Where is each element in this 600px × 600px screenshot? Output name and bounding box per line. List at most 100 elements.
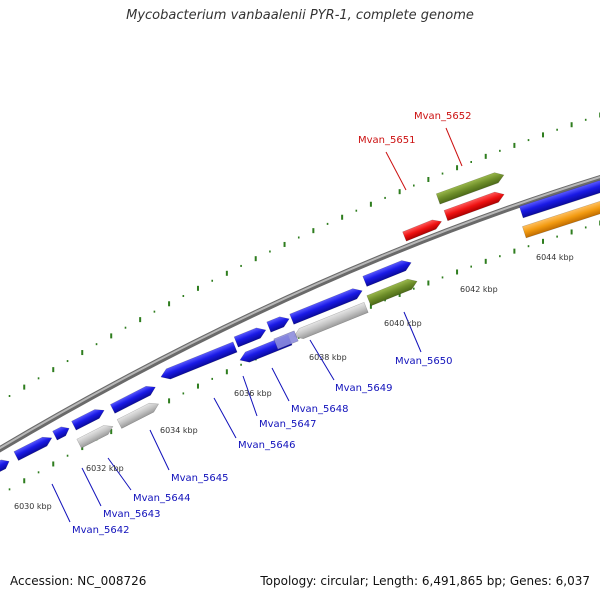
- gene-label-mvan-5647[interactable]: Mvan_5647: [259, 419, 316, 430]
- tick-mark: [542, 238, 545, 244]
- tick-mark: [556, 235, 558, 238]
- tick-mark: [37, 377, 40, 380]
- gene-mvan-5643-a[interactable]: [52, 424, 72, 441]
- tick-mark: [384, 196, 386, 199]
- tick-mark: [398, 189, 401, 195]
- tick-mark: [427, 280, 430, 286]
- gene-mvan-5651[interactable]: [402, 217, 444, 242]
- tick-mark: [153, 310, 156, 313]
- gene-mvan-5646[interactable]: [159, 341, 238, 382]
- tick-mark: [66, 454, 69, 457]
- tick-mark: [355, 209, 358, 212]
- scale-label: 6038 kbp: [309, 353, 347, 362]
- tick-mark: [570, 229, 573, 235]
- tick-mark: [37, 471, 40, 474]
- gene-mvan-5649-b[interactable]: [362, 258, 413, 287]
- scale-label: 6032 kbp: [86, 464, 124, 473]
- genome-backbone-highlight: [0, 176, 600, 450]
- tick-mark: [470, 265, 472, 268]
- label-leader-line: [149, 429, 170, 471]
- gene-mvan-5652[interactable]: [443, 189, 506, 222]
- tick-mark: [95, 343, 98, 346]
- tick-mark: [110, 333, 113, 339]
- gene-label-mvan-5643[interactable]: Mvan_5643: [103, 509, 160, 520]
- tick-mark: [584, 118, 587, 121]
- outer-tick-row: [8, 112, 600, 398]
- tick-mark: [8, 395, 11, 398]
- tick-mark: [384, 299, 386, 302]
- tick-mark: [81, 350, 84, 356]
- gene-mvan-5647[interactable]: [266, 314, 292, 333]
- gene-label-mvan-5648[interactable]: Mvan_5648: [291, 404, 348, 415]
- tick-mark: [240, 264, 242, 267]
- scale-label: 6042 kbp: [460, 285, 498, 294]
- tick-mark: [499, 255, 501, 258]
- tick-mark: [196, 285, 199, 291]
- tick-mark: [584, 226, 587, 229]
- tick-mark: [484, 153, 487, 159]
- gene-label-mvan-5649[interactable]: Mvan_5649: [335, 383, 392, 394]
- tick-mark: [211, 377, 214, 380]
- gene-mvan-5648-overlap[interactable]: [273, 330, 299, 350]
- gene-label-mvan-5652[interactable]: Mvan_5652: [414, 111, 471, 122]
- tick-mark: [312, 228, 315, 234]
- scale-label: 6036 kbp: [234, 389, 272, 398]
- tick-mark: [225, 270, 228, 276]
- tick-mark: [196, 383, 199, 389]
- gene-label-mvan-5646[interactable]: Mvan_5646: [238, 440, 295, 451]
- gene-label-mvan-5651[interactable]: Mvan_5651: [358, 135, 415, 146]
- genome-title: Mycobacterium vanbaalenii PYR-1, complet…: [126, 8, 474, 23]
- tick-mark: [456, 269, 459, 275]
- label-leader-line: [213, 397, 237, 439]
- tick-mark: [542, 132, 545, 138]
- scale-labels: 6030 kbp 6032 kbp 6034 kbp 6036 kbp 6038…: [14, 253, 574, 511]
- label-leader-line: [309, 339, 335, 381]
- tick-mark: [182, 295, 185, 298]
- tick-mark: [470, 160, 472, 163]
- tick-mark: [283, 241, 286, 247]
- tick-mark: [499, 149, 501, 152]
- label-leaders: [51, 127, 463, 523]
- label-leader-line: [107, 457, 132, 491]
- gene-mvan-5650[interactable]: [366, 276, 419, 307]
- label-leader-line: [51, 483, 71, 523]
- tick-mark: [139, 317, 142, 323]
- tick-mark: [413, 184, 415, 187]
- gene-mvan-5645[interactable]: [110, 383, 157, 414]
- gene-mvan-5649-a[interactable]: [289, 286, 365, 325]
- tick-mark: [341, 214, 344, 220]
- gene-mvan-5649[interactable]: [292, 301, 369, 341]
- tick-mark: [225, 369, 228, 375]
- tick-mark: [484, 258, 487, 264]
- tick-mark: [254, 256, 257, 262]
- accession-label: Accession: NC_008726: [10, 574, 147, 588]
- gene-label-mvan-5644[interactable]: Mvan_5644: [133, 493, 190, 504]
- scale-label: 6030 kbp: [14, 502, 52, 511]
- tick-mark: [297, 336, 300, 339]
- tick-mark: [527, 245, 530, 248]
- tick-mark: [513, 142, 516, 148]
- gene-mvan-5643[interactable]: [71, 406, 107, 431]
- gene-label-mvan-5650[interactable]: Mvan_5650: [395, 356, 452, 367]
- gene-mvan-5652-b[interactable]: [435, 170, 506, 205]
- genome-summary: Topology: circular; Length: 6,491,865 bp…: [260, 574, 590, 588]
- tick-mark: [168, 398, 171, 404]
- gene-mvan-5654[interactable]: [522, 198, 600, 239]
- label-leader-line: [242, 375, 258, 417]
- tick-mark: [66, 360, 69, 363]
- gene-mvan-5645-b[interactable]: [116, 400, 161, 429]
- tick-mark: [52, 461, 55, 467]
- gene-mvan-5642[interactable]: [13, 433, 54, 461]
- gene-mvan-5641[interactable]: [0, 457, 11, 474]
- tick-mark: [441, 276, 444, 279]
- gene-mvan-5644[interactable]: [76, 422, 115, 449]
- tick-mark: [52, 367, 55, 373]
- gene-label-mvan-5645[interactable]: Mvan_5645: [171, 473, 228, 484]
- gene-label-mvan-5642[interactable]: Mvan_5642: [72, 525, 129, 536]
- tick-mark: [427, 176, 430, 182]
- gene-mvan-5647-a[interactable]: [233, 325, 268, 348]
- gene-mvan-5653[interactable]: [519, 178, 600, 219]
- tick-mark: [297, 236, 300, 239]
- tick-mark: [369, 201, 372, 207]
